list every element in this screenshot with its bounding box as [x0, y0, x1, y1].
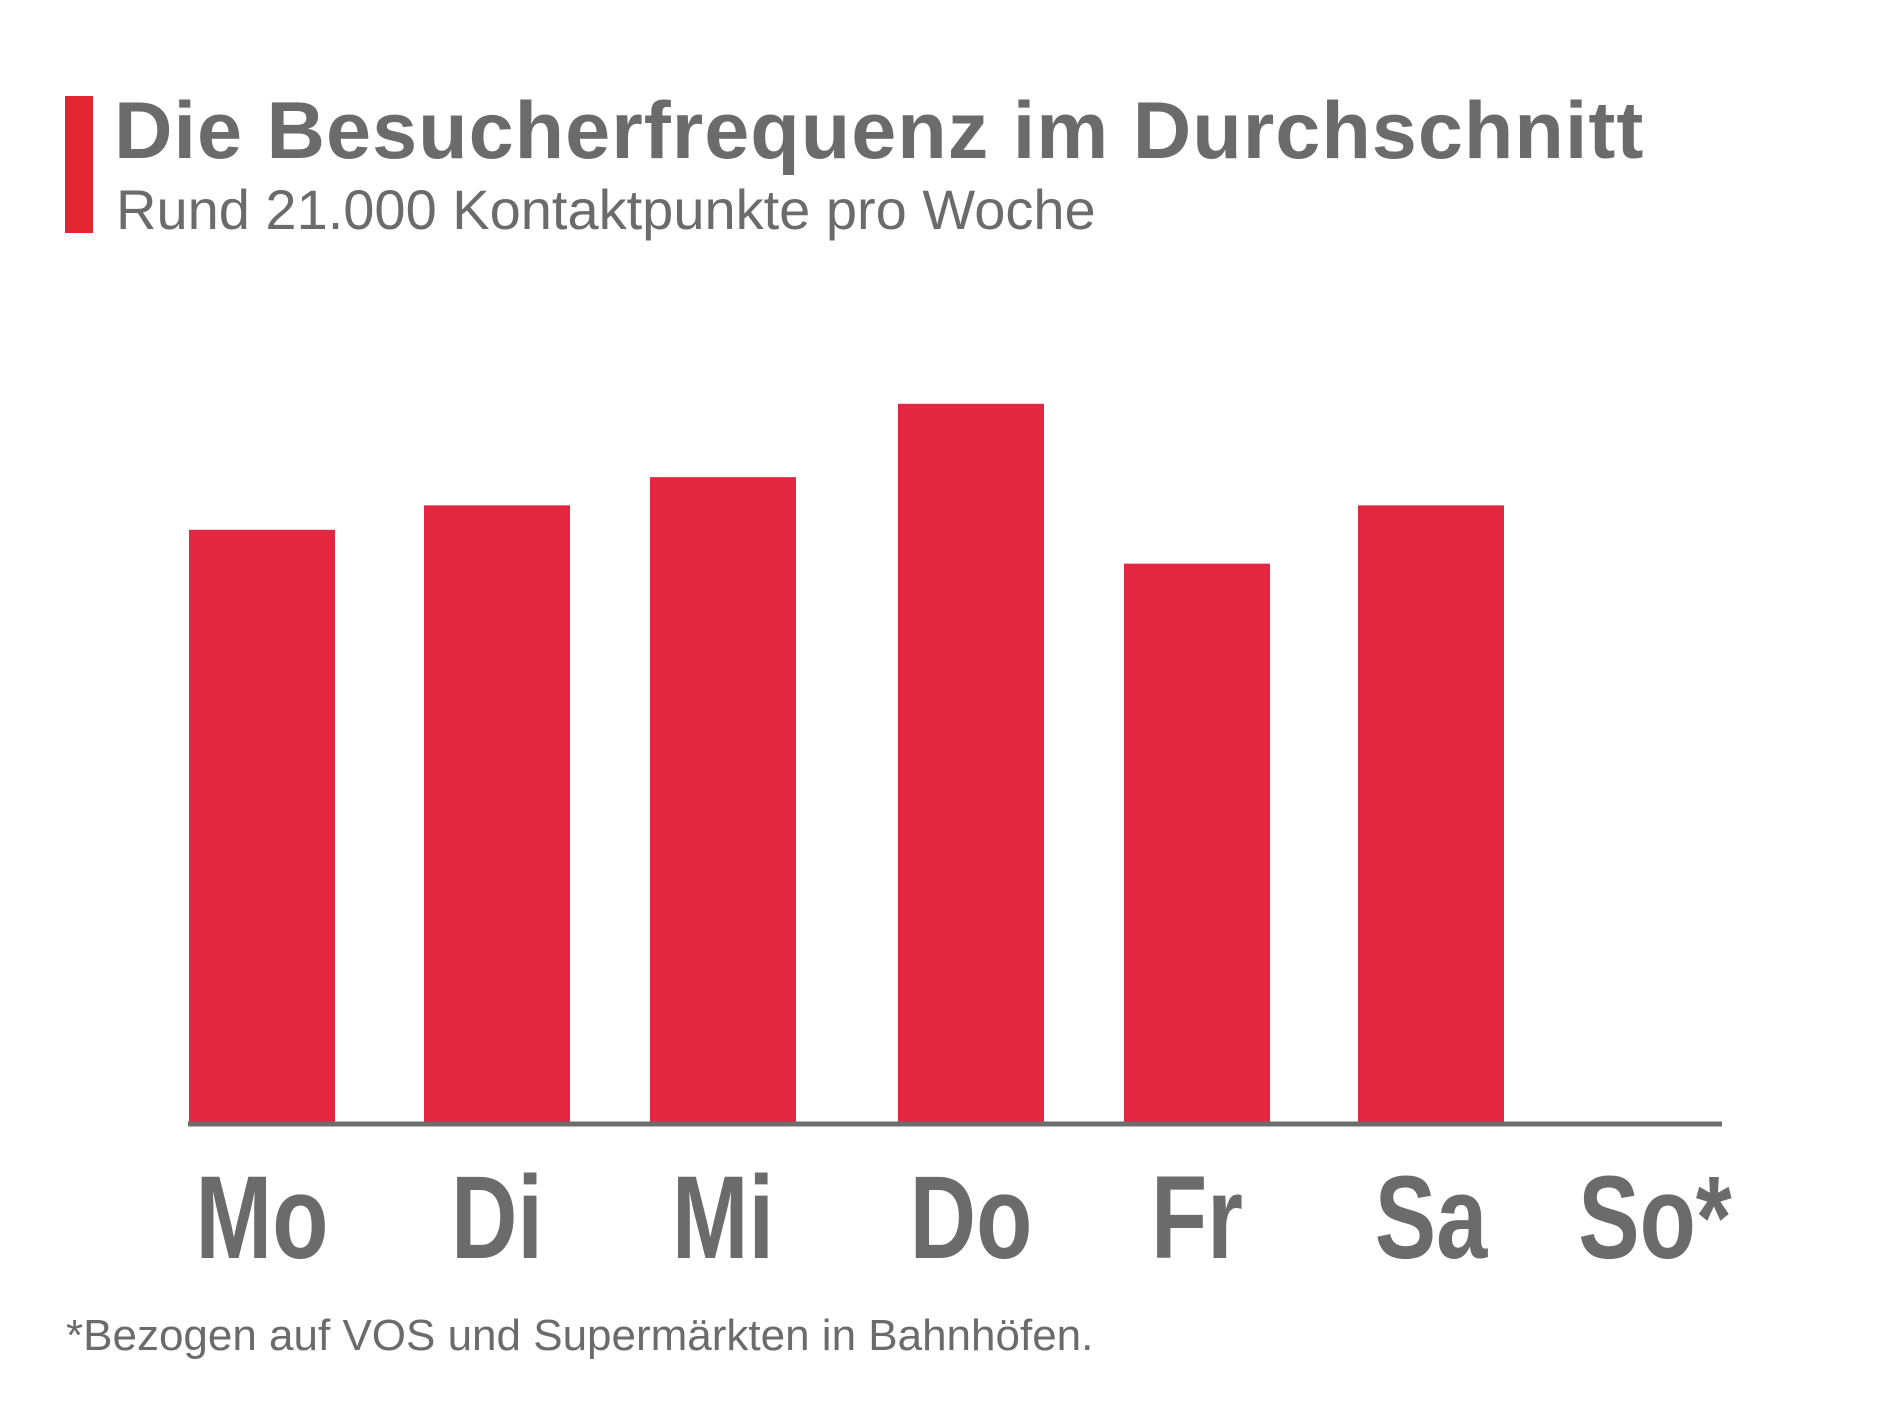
x-tick-label-do: Do — [910, 1152, 1033, 1284]
x-tick-labels-group: Mo Di Mi Do Fr Sa So* — [196, 1152, 1733, 1284]
bar-do — [898, 403, 1044, 1123]
bar-mo — [189, 529, 335, 1122]
bar-di — [424, 505, 570, 1122]
x-tick-label-fr: Fr — [1151, 1152, 1243, 1284]
bar-fr — [1124, 563, 1270, 1122]
bar-mi — [650, 477, 796, 1122]
title-accent-bar — [65, 96, 93, 233]
page-subtitle: Rund 21.000 Kontaktpunkte pro Woche — [116, 178, 1096, 241]
bar-sa — [1358, 505, 1504, 1122]
x-tick-label-mi: Mi — [672, 1152, 774, 1284]
x-tick-label-so: So* — [1578, 1152, 1732, 1284]
x-tick-label-mo: Mo — [196, 1152, 329, 1284]
bars-group — [189, 403, 1504, 1123]
page-title: Die Besucherfrequenz im Durchschnitt — [114, 86, 1645, 176]
footnote: *Bezogen auf VOS und Supermärkten in Bah… — [66, 1311, 1094, 1360]
x-tick-label-sa: Sa — [1375, 1152, 1489, 1284]
x-tick-label-di: Di — [451, 1152, 543, 1284]
